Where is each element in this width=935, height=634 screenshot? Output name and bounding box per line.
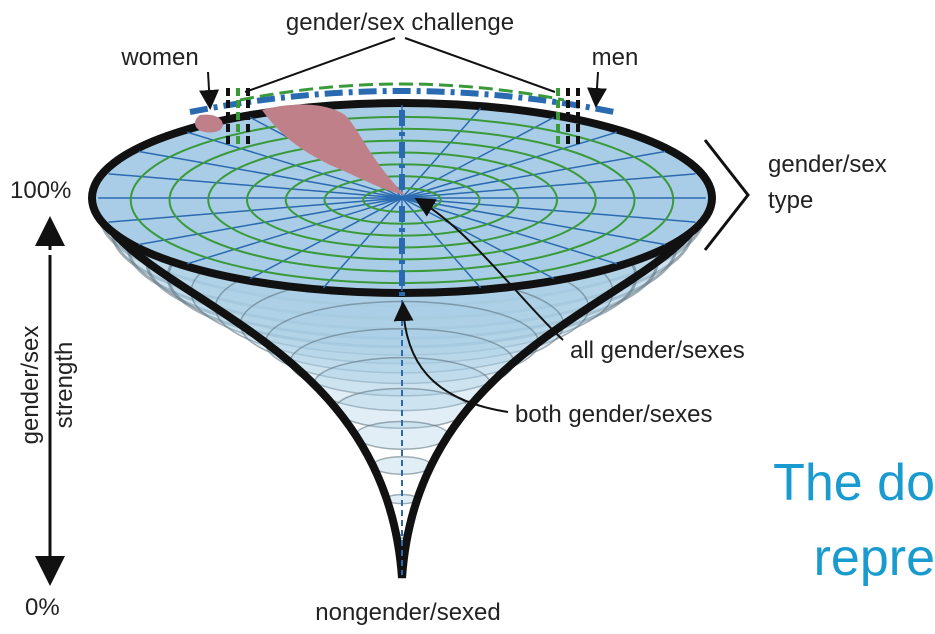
radial-line <box>186 197 403 265</box>
radial-line <box>401 197 618 265</box>
all-label: all gender/sexes <box>570 337 745 364</box>
percent-label: 0% <box>25 594 60 621</box>
radial-line <box>401 197 696 223</box>
radial-line <box>108 197 403 223</box>
women-label: women <box>120 44 198 71</box>
type-label: type <box>768 187 813 214</box>
radial-line <box>138 197 403 246</box>
bottom-label: nongender/sexed <box>315 599 500 626</box>
challenge-label: gender/sex challenge <box>286 9 514 36</box>
men-label: men <box>592 44 639 71</box>
side-bars <box>226 88 580 145</box>
radial-line <box>322 197 403 289</box>
caption: repre <box>814 529 935 587</box>
rim-green-dash <box>239 82 565 102</box>
funnel-outline <box>88 196 716 579</box>
ring <box>207 139 597 261</box>
radial-line <box>249 197 403 280</box>
distribution-blob <box>195 104 405 195</box>
strength-label: gender/sex <box>17 326 44 445</box>
both-label: both gender/sexes <box>515 401 712 428</box>
callouts <box>35 37 750 586</box>
type-label: gender/sex <box>768 151 887 178</box>
caption: The do <box>773 454 935 512</box>
radial-line <box>401 197 666 246</box>
strength-label: strength <box>51 342 78 429</box>
percent-label: 100% <box>10 177 71 204</box>
